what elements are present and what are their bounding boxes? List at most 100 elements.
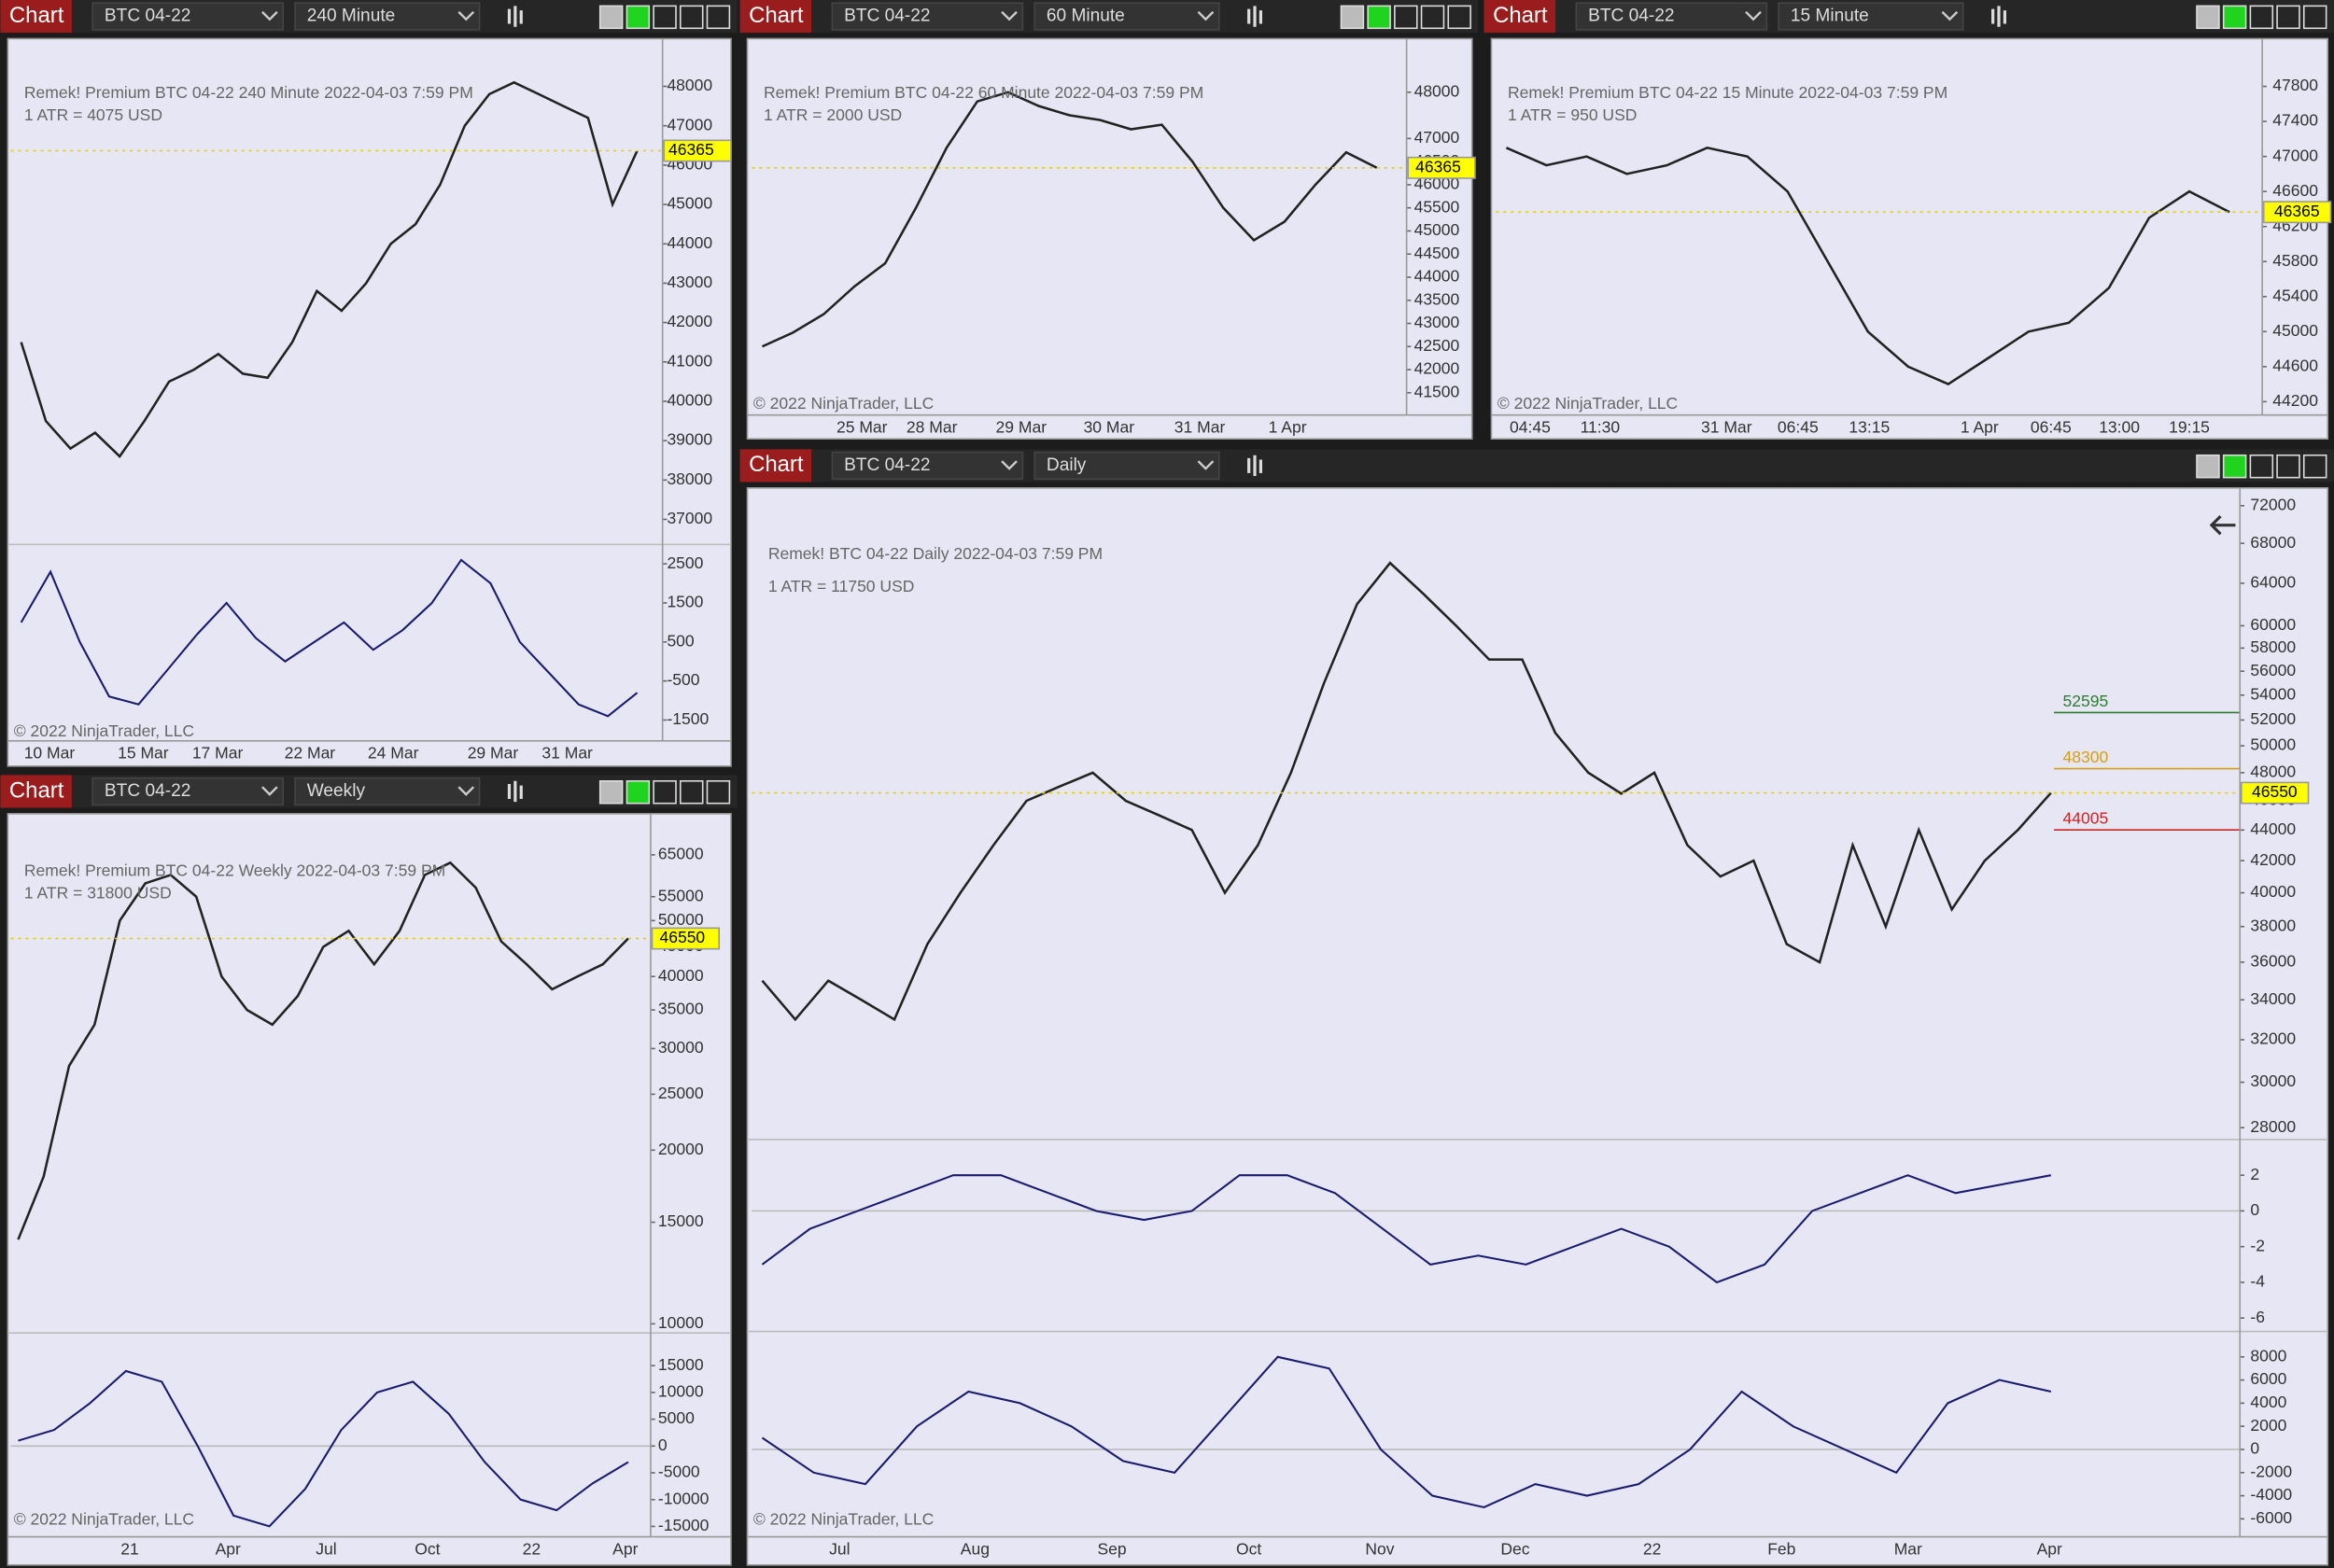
price-tick-label: 2000 <box>2250 1416 2286 1435</box>
maximize-button[interactable] <box>679 780 704 805</box>
interval-selector[interactable] <box>1033 2 1220 31</box>
interval-text: 15 Minute <box>1791 7 1869 26</box>
price-tick-label: 45500 <box>1414 197 1460 216</box>
price-tick-label: 15000 <box>658 1355 704 1374</box>
time-label: 29 Mar <box>468 744 519 763</box>
minimize-button[interactable] <box>1394 5 1418 30</box>
current-price-box <box>2262 201 2332 224</box>
target-level-label: 52595 <box>2063 692 2109 710</box>
instrument-selector[interactable] <box>831 2 1024 31</box>
instrument-selector[interactable] <box>831 451 1024 481</box>
instrument-text: BTC 04-22 <box>105 781 190 801</box>
bar-type-icon[interactable] <box>507 780 523 803</box>
target-level-label: 48300 <box>2063 748 2109 766</box>
time-label: 25 Mar <box>837 418 888 437</box>
chart-window: Chart BTC 04-22 Daily720006800064000600005… <box>739 449 2334 1566</box>
time-label: 28 Mar <box>907 418 958 437</box>
interval-selector[interactable] <box>1033 451 1220 481</box>
instrument-text: BTC 04-22 <box>1588 7 1674 26</box>
bar-type-icon[interactable] <box>1991 6 2006 27</box>
dropdown-arrow <box>1941 10 1959 21</box>
bar-type-icon[interactable] <box>1247 6 1263 27</box>
chart-area <box>1490 37 2329 441</box>
window-color[interactable] <box>1340 5 1365 30</box>
minimize-button[interactable] <box>2249 454 2274 479</box>
link-color[interactable] <box>2222 454 2247 479</box>
price-tick-label: 20000 <box>658 1140 704 1158</box>
price-tick-label: -1500 <box>667 709 709 728</box>
price-tick-label: 56000 <box>2250 661 2296 679</box>
price-tick-label: -4000 <box>2250 1485 2292 1504</box>
current-price-box <box>663 139 732 162</box>
window-color[interactable] <box>598 780 624 805</box>
price-tick-label: -6 <box>2250 1308 2265 1326</box>
time-label: 29 Mar <box>996 418 1047 437</box>
chart-tab-label: Chart <box>9 3 64 28</box>
price-tick-label: 8000 <box>2250 1346 2286 1365</box>
price-tick-label: 4000 <box>2250 1393 2286 1411</box>
price-tick-label: 42000 <box>1414 359 1460 378</box>
interval-text: 60 Minute <box>1047 7 1125 26</box>
time-label: Feb <box>1767 1539 1795 1558</box>
price-tick-label: 43000 <box>1414 313 1460 331</box>
price-tick-label: -15000 <box>658 1516 710 1534</box>
window-color[interactable] <box>2196 454 2220 479</box>
minimize-button[interactable] <box>653 780 677 805</box>
price-tick-label: 1500 <box>667 593 703 611</box>
interval-selector[interactable] <box>294 2 481 31</box>
window-color[interactable] <box>598 5 624 30</box>
price-tick-label: 52000 <box>2250 709 2296 728</box>
maximize-button[interactable] <box>2276 454 2300 479</box>
copyright: © 2022 NinjaTrader, LLC <box>14 721 194 740</box>
price-tick-label: 44000 <box>2250 819 2296 838</box>
current-price-label: 46550 <box>659 928 705 946</box>
maximize-button[interactable] <box>2276 5 2300 30</box>
close-button[interactable] <box>706 5 731 30</box>
maximize-button[interactable] <box>679 5 704 30</box>
price-tick-label: 47000 <box>2272 146 2318 164</box>
price-tick-label: 15000 <box>658 1211 704 1230</box>
instrument-text: BTC 04-22 <box>105 7 190 26</box>
price-tick-label: 44200 <box>2272 391 2318 410</box>
link-color[interactable] <box>2222 5 2247 30</box>
price-tick-label: 10000 <box>658 1382 704 1401</box>
link-color[interactable] <box>1367 5 1391 30</box>
time-label: 22 <box>1643 1539 1661 1558</box>
indicator-line <box>20 558 639 718</box>
price-tick-label: 45800 <box>2272 251 2318 270</box>
time-label: 1 Apr <box>1269 418 1307 437</box>
chart-watermark-title: Remek! Premium BTC 04-22 60 Minute 2022-… <box>764 83 1203 102</box>
link-color[interactable] <box>626 5 651 30</box>
maximize-button[interactable] <box>1420 5 1445 30</box>
close-button[interactable] <box>1447 5 1471 30</box>
chart-tab-label: Chart <box>749 452 804 477</box>
time-label: Apr <box>216 1539 241 1558</box>
instrument-selector[interactable] <box>91 777 285 806</box>
minimize-button[interactable] <box>2249 5 2274 30</box>
chart-watermark-title: Remek! Premium BTC 04-22 Weekly 2022-04-… <box>24 861 445 880</box>
interval-selector[interactable] <box>1778 2 1964 31</box>
time-label: 31 Mar <box>1701 418 1752 437</box>
time-label: 06:45 <box>2031 418 2072 437</box>
price-tick-label: 25000 <box>658 1084 704 1102</box>
price-line <box>17 861 629 1240</box>
close-button[interactable] <box>2302 454 2327 479</box>
bar-type-icon[interactable] <box>507 6 523 27</box>
minimize-button[interactable] <box>653 5 677 30</box>
interval-selector[interactable] <box>294 777 481 806</box>
price-tick-label: 44600 <box>2272 356 2318 374</box>
price-tick-label: 42000 <box>2250 850 2296 869</box>
close-button[interactable] <box>2302 5 2327 30</box>
bar-type-icon[interactable] <box>1247 455 1263 477</box>
close-button[interactable] <box>706 780 731 805</box>
link-color[interactable] <box>626 780 651 805</box>
instrument-selector[interactable] <box>1575 2 1768 31</box>
price-tick-label: 2500 <box>667 553 703 572</box>
instrument-selector[interactable] <box>91 2 285 31</box>
window-color[interactable] <box>2196 5 2220 30</box>
time-label: Aug <box>961 1539 990 1558</box>
price-tick-label: 44000 <box>667 233 712 252</box>
back-arrow[interactable] <box>2209 514 2236 536</box>
chart-tab <box>0 775 72 808</box>
